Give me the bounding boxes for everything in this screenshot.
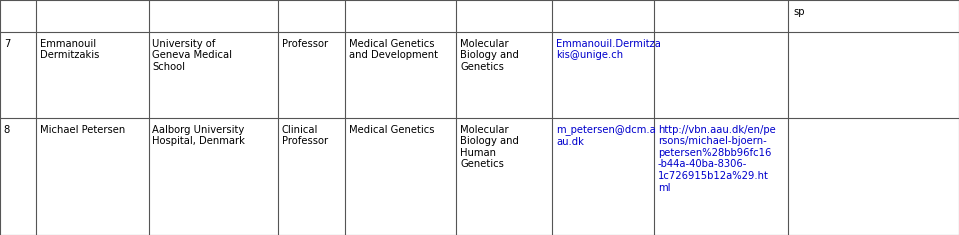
Text: Emmanouil.Dermitza
kis@unige.ch: Emmanouil.Dermitza kis@unige.ch (556, 39, 661, 60)
Text: Professor: Professor (282, 39, 328, 49)
Text: Emmanouil
Dermitzakis: Emmanouil Dermitzakis (40, 39, 100, 60)
Text: University of
Geneva Medical
School: University of Geneva Medical School (152, 39, 232, 72)
Text: 8: 8 (4, 125, 11, 135)
Text: Clinical
Professor: Clinical Professor (282, 125, 328, 146)
Text: Aalborg University
Hospital, Denmark: Aalborg University Hospital, Denmark (152, 125, 246, 146)
Text: m_petersen@dcm.a
au.dk: m_petersen@dcm.a au.dk (556, 125, 656, 147)
Text: Michael Petersen: Michael Petersen (40, 125, 126, 135)
Text: 7: 7 (4, 39, 11, 49)
Text: Medical Genetics
and Development: Medical Genetics and Development (349, 39, 438, 60)
Text: Medical Genetics: Medical Genetics (349, 125, 434, 135)
Text: sp: sp (793, 7, 805, 17)
Text: Molecular
Biology and
Human
Genetics: Molecular Biology and Human Genetics (460, 125, 519, 169)
Text: http://vbn.aau.dk/en/pe
rsons/michael-bjoern-
petersen%28bb96fc16
-b44a-40ba-830: http://vbn.aau.dk/en/pe rsons/michael-bj… (658, 125, 776, 192)
Text: Molecular
Biology and
Genetics: Molecular Biology and Genetics (460, 39, 519, 72)
